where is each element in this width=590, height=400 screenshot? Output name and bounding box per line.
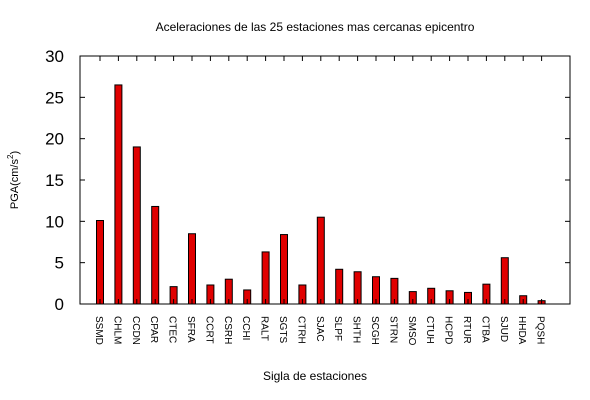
y-axis-label-close: ) xyxy=(9,151,21,155)
x-tick-label: SCGH xyxy=(369,316,380,345)
y-tick-label: 30 xyxy=(45,47,64,66)
x-tick-label: RALT xyxy=(259,316,270,341)
x-tick-label: PQSH xyxy=(535,316,546,344)
bar-sjud xyxy=(500,257,509,305)
x-tick-label: CTRH xyxy=(295,316,306,344)
bar-chlm xyxy=(114,84,123,305)
x-tick-label: CCDN xyxy=(130,316,141,345)
bars xyxy=(96,84,546,305)
bar-sjac xyxy=(316,216,325,305)
x-tick-label: RTUR xyxy=(461,316,472,344)
x-tick-label: SLPF xyxy=(332,316,343,341)
x-tick-label: CTUH xyxy=(424,316,435,344)
bar-ssmd xyxy=(96,220,104,305)
x-axis-label: Sigla de estaciones xyxy=(263,369,367,383)
x-tick-label: CCRT xyxy=(203,316,214,344)
y-tick-label: 15 xyxy=(45,171,64,190)
x-tick-label: CPAR xyxy=(148,316,159,343)
x-tick-label: SHTH xyxy=(351,316,362,343)
x-tick-label: SJAC xyxy=(314,316,325,342)
y-tick-label: 10 xyxy=(45,212,64,231)
x-tick-label: SMSO xyxy=(406,316,417,346)
bar-ralt xyxy=(261,251,270,305)
x-tick-label: SJUD xyxy=(498,316,509,342)
x-tick-label: CSRH xyxy=(222,316,233,344)
y-tick-label: 20 xyxy=(45,130,64,149)
x-tick-label: STRN xyxy=(387,316,398,343)
x-tick-label: HHDA xyxy=(516,316,527,345)
x-tick-label: CTEC xyxy=(167,316,178,343)
x-tick-label: HCPD xyxy=(443,316,454,344)
y-tick-label: 0 xyxy=(55,295,64,314)
y-tick-label: 5 xyxy=(55,254,64,273)
y-axis-label-superscript: 2 xyxy=(6,154,15,159)
x-tick-label: SGTS xyxy=(277,316,288,344)
bar-cpar xyxy=(151,205,160,305)
y-tick-label: 25 xyxy=(45,88,64,107)
x-tick-label: SSMD xyxy=(93,316,104,345)
x-tick-label: CCHI xyxy=(240,316,251,340)
bar-ccdn xyxy=(132,146,141,305)
x-tick-label: CHLM xyxy=(111,316,122,344)
x-tick-label: CTBA xyxy=(479,316,490,343)
x-axis: SSMD CHLM CCDN CPAR CTEC SFRA CCRT CSRH CCHI RALT… xyxy=(93,56,546,346)
chart-title: Aceleraciones de las 25 estaciones mas c… xyxy=(156,20,475,34)
y-axis: 0 5 10 15 20 25 30 xyxy=(45,47,570,314)
bar-slpf xyxy=(335,268,344,305)
bar-sgts xyxy=(280,234,288,305)
bar-sfra xyxy=(188,233,196,305)
x-tick-label: SFRA xyxy=(185,316,196,343)
y-axis-label: PGA(cm/s2) xyxy=(6,151,21,209)
y-axis-label-main: PGA(cm/s xyxy=(9,159,21,210)
